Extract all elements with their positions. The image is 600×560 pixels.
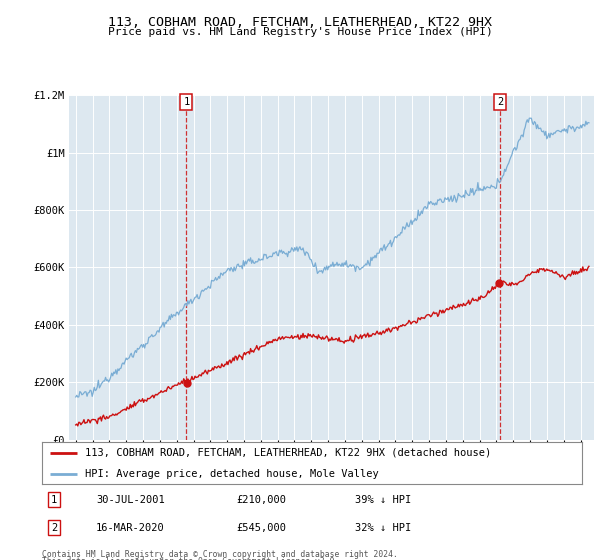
Text: HPI: Average price, detached house, Mole Valley: HPI: Average price, detached house, Mole… <box>85 469 379 479</box>
Text: 32% ↓ HPI: 32% ↓ HPI <box>355 523 412 533</box>
Text: 39% ↓ HPI: 39% ↓ HPI <box>355 495 412 505</box>
Text: £545,000: £545,000 <box>236 523 286 533</box>
Text: 16-MAR-2020: 16-MAR-2020 <box>96 523 165 533</box>
Text: 113, COBHAM ROAD, FETCHAM, LEATHERHEAD, KT22 9HX: 113, COBHAM ROAD, FETCHAM, LEATHERHEAD, … <box>108 16 492 29</box>
Text: £210,000: £210,000 <box>236 495 286 505</box>
Text: Contains HM Land Registry data © Crown copyright and database right 2024.: Contains HM Land Registry data © Crown c… <box>42 550 398 559</box>
Text: 2: 2 <box>51 523 57 533</box>
Text: This data is licensed under the Open Government Licence v3.0.: This data is licensed under the Open Gov… <box>42 557 340 560</box>
Text: 1: 1 <box>51 495 57 505</box>
Text: Price paid vs. HM Land Registry's House Price Index (HPI): Price paid vs. HM Land Registry's House … <box>107 27 493 37</box>
Text: 2: 2 <box>497 97 503 108</box>
Text: 113, COBHAM ROAD, FETCHAM, LEATHERHEAD, KT22 9HX (detached house): 113, COBHAM ROAD, FETCHAM, LEATHERHEAD, … <box>85 448 491 458</box>
Text: 30-JUL-2001: 30-JUL-2001 <box>96 495 165 505</box>
Text: 1: 1 <box>184 97 190 108</box>
